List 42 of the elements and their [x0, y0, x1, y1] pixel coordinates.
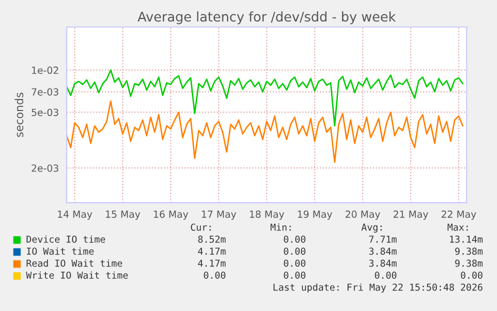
legend-label: Write IO Wait time	[26, 271, 128, 279]
text: 3.84m	[369, 248, 397, 255]
text: 8.52m	[198, 236, 226, 243]
legend-label: Device IO time	[26, 235, 106, 243]
text: 4.17m	[198, 248, 226, 255]
text: Last update: Fri May 22 15:50:48 2026	[274, 283, 482, 293]
x-tick-label: 15 May	[106, 210, 140, 220]
legend-label: Read IO Wait time	[26, 259, 122, 267]
y-tick-label: 2e-03	[32, 164, 58, 172]
chart-title: Average latency for /dev/sdd - by week	[138, 11, 396, 24]
text: 3.84m	[369, 260, 397, 267]
legend-label: IO Wait time	[26, 247, 94, 255]
text: 0.00	[284, 260, 306, 267]
x-tick-label: 19 May	[298, 210, 332, 220]
y-tick-label: 1e-02	[32, 66, 58, 74]
text: 0.00	[284, 236, 306, 243]
text: 4.17m	[198, 260, 226, 267]
y-tick-label: 5e-03	[32, 108, 58, 116]
text: Cur:	[190, 224, 211, 231]
y-tick-label: 7e-03	[32, 88, 58, 96]
x-tick-label: 17 May	[202, 210, 236, 220]
x-tick-label: 22 May	[442, 210, 476, 220]
y-axis-title: seconds	[14, 92, 24, 137]
text: Min:	[270, 223, 291, 231]
text: 13.14m	[450, 236, 483, 243]
text: 0.00	[460, 272, 482, 279]
text: 9.38m	[455, 248, 483, 255]
text: Avg:	[361, 224, 382, 233]
x-tick-label: 16 May	[154, 210, 188, 220]
text: 0.00	[284, 248, 306, 255]
text: 9.38m	[455, 260, 483, 267]
line-series	[66, 100, 464, 163]
text: 0.00	[374, 272, 396, 279]
text: 0.00	[284, 272, 306, 279]
text: Max:	[448, 224, 468, 231]
line-series	[66, 69, 464, 126]
x-tick-label: 18 May	[250, 210, 284, 220]
x-tick-label: 14 May	[58, 210, 92, 220]
x-tick-label: 20 May	[346, 210, 380, 220]
text: 7.71m	[369, 236, 397, 243]
text: 0.00	[204, 272, 226, 279]
x-tick-label: 21 May	[394, 210, 428, 220]
